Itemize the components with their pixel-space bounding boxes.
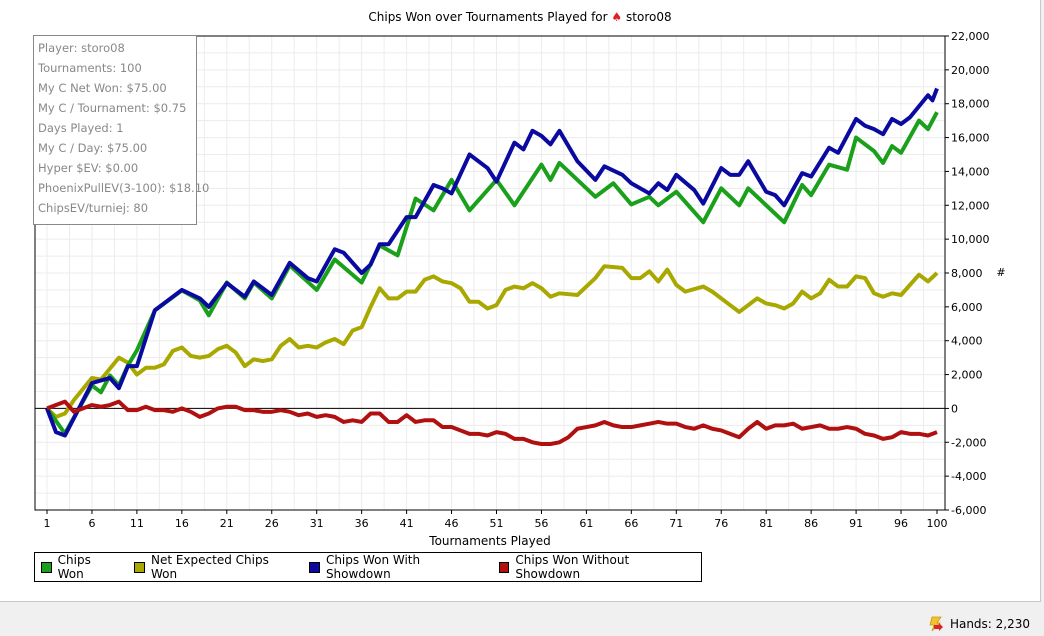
x-tick-label: 1	[44, 517, 51, 530]
x-tick-label: 56	[534, 517, 548, 530]
legend-item[interactable]: Chips Won With Showdown	[309, 553, 482, 581]
series-line-chips-won-with-showdown	[45, 87, 939, 438]
legend-label: Chips Won	[57, 553, 91, 581]
x-tick-label: 61	[579, 517, 593, 530]
y-axis-label: #	[996, 266, 1005, 279]
import-bolt-icon	[929, 616, 943, 632]
x-tick-label: 71	[669, 517, 683, 530]
x-axis-label: Tournaments Played	[428, 534, 550, 548]
x-tick-label: 6	[88, 517, 95, 530]
spade-icon: ♠	[611, 10, 623, 24]
info-line: My C / Tournament: $0.75	[38, 101, 187, 115]
x-tick-label: 46	[445, 517, 459, 530]
y-tick-label: -6,000	[951, 504, 986, 517]
info-line: Days Played: 1	[38, 121, 124, 135]
info-line: Tournaments: 100	[38, 61, 142, 75]
x-tick-label: 76	[714, 517, 728, 530]
legend-swatch	[309, 561, 320, 573]
y-tick-label: 20,000	[951, 64, 990, 77]
x-tick-label: 51	[489, 517, 503, 530]
y-tick-label: -4,000	[951, 470, 986, 483]
y-tick-label: 22,000	[951, 30, 990, 43]
info-line: My C Net Won: $75.00	[38, 81, 167, 95]
legend-label: Net Expected Chips Won	[150, 553, 269, 581]
x-tick-label: 100	[927, 517, 948, 530]
legend-swatch	[134, 561, 145, 573]
info-line: My C / Day: $75.00	[38, 141, 148, 155]
y-tick-label: 4,000	[951, 335, 983, 348]
hands-count: Hands: 2,230	[926, 616, 1030, 632]
status-bar: Hands: 2,230	[0, 603, 1044, 636]
x-tick-label: 41	[400, 517, 414, 530]
y-tick-label: 8,000	[951, 267, 983, 280]
x-tick-label: 31	[310, 517, 324, 530]
info-line: PhoenixPullEV(3-100): $18.10	[38, 181, 210, 195]
x-tick-label: 91	[849, 517, 863, 530]
y-tick-label: 18,000	[951, 98, 990, 111]
y-tick-label: 6,000	[951, 301, 983, 314]
info-line: Hyper $EV: $0.00	[38, 161, 139, 175]
x-tick-label: 96	[894, 517, 908, 530]
y-tick-label: 0	[951, 402, 958, 415]
y-tick-label: 16,000	[951, 132, 990, 145]
legend-swatch	[498, 561, 510, 573]
x-tick-label: 26	[265, 517, 279, 530]
legend-item[interactable]: Chips Won Without Showdown	[498, 553, 691, 581]
series-line-chips-won-without-showdown	[46, 399, 938, 446]
legend-swatch	[41, 561, 52, 573]
x-tick-label: 81	[759, 517, 773, 530]
stats-infobox: Player: storo08 Tournaments: 100 My C Net …	[33, 35, 210, 225]
y-tick-label: 14,000	[951, 165, 990, 178]
x-tick-label: 16	[175, 517, 189, 530]
info-line: Player: storo08	[38, 41, 125, 55]
series-line-net-expected-chips-won	[45, 264, 939, 419]
y-tick-label: 2,000	[951, 369, 983, 382]
chart-panel: POKERTRACKER -6,000-4,000-2,00002,0004,0…	[0, 0, 1041, 602]
info-line: ChipsEV/turniej: 80	[38, 201, 149, 215]
legend-label: Chips Won Without Showdown	[515, 553, 630, 581]
x-tick-label: 86	[804, 517, 818, 530]
x-tick-label: 11	[130, 517, 144, 530]
chart-legend: Chips Won Net Expected Chips Won Chips Won…	[34, 552, 702, 582]
y-tick-label: 10,000	[951, 233, 990, 246]
x-tick-label: 36	[355, 517, 369, 530]
legend-item[interactable]: Chips Won	[41, 553, 118, 581]
legend-label: Chips Won With Showdown	[325, 553, 421, 581]
x-tick-label: 21	[220, 517, 234, 530]
chart-title: Chips Won over Tournaments Played for ♠ …	[368, 10, 672, 24]
y-tick-label: 12,000	[951, 199, 990, 212]
y-tick-label: -2,000	[951, 436, 986, 449]
x-tick-label: 66	[624, 517, 638, 530]
legend-item[interactable]: Net Expected Chips Won	[134, 553, 293, 581]
